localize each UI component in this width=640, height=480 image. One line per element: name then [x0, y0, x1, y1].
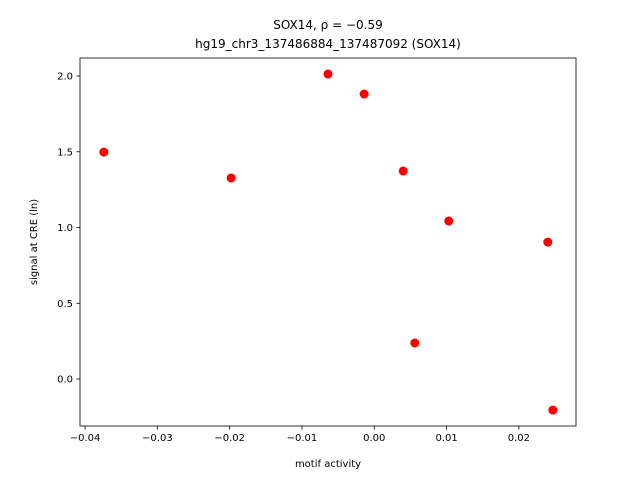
y-tick-label: 2.0	[57, 72, 73, 83]
point	[398, 166, 408, 176]
x-tick-label: −0.03	[142, 433, 173, 444]
chart-title: SOX14, ρ = −0.59	[273, 18, 383, 32]
y-tick-label: 1.0	[57, 223, 73, 234]
y-axis-label: signal at CRE (ln)	[29, 199, 40, 285]
y-tick-label: 0.0	[57, 375, 73, 386]
x-tick-label: −0.02	[214, 433, 245, 444]
x-tick-label: 0.00	[363, 433, 385, 444]
x-tick-label: −0.01	[287, 433, 318, 444]
x-tick-label: 0.02	[508, 433, 530, 444]
point	[548, 405, 558, 415]
point	[226, 173, 236, 183]
x-axis-label: motif activity	[295, 459, 361, 470]
x-tick-label: −0.04	[70, 433, 101, 444]
point	[323, 69, 333, 79]
x-tick-label: 0.01	[435, 433, 457, 444]
point	[359, 89, 369, 99]
point	[410, 338, 420, 348]
point	[99, 147, 109, 157]
y-tick-label: 0.5	[57, 299, 73, 310]
axes-frame	[79, 57, 577, 427]
point	[543, 237, 553, 247]
chart-subtitle: hg19_chr3_137486884_137487092 (SOX14)	[195, 37, 461, 51]
y-tick-label: 1.5	[57, 147, 73, 158]
point	[444, 216, 454, 226]
